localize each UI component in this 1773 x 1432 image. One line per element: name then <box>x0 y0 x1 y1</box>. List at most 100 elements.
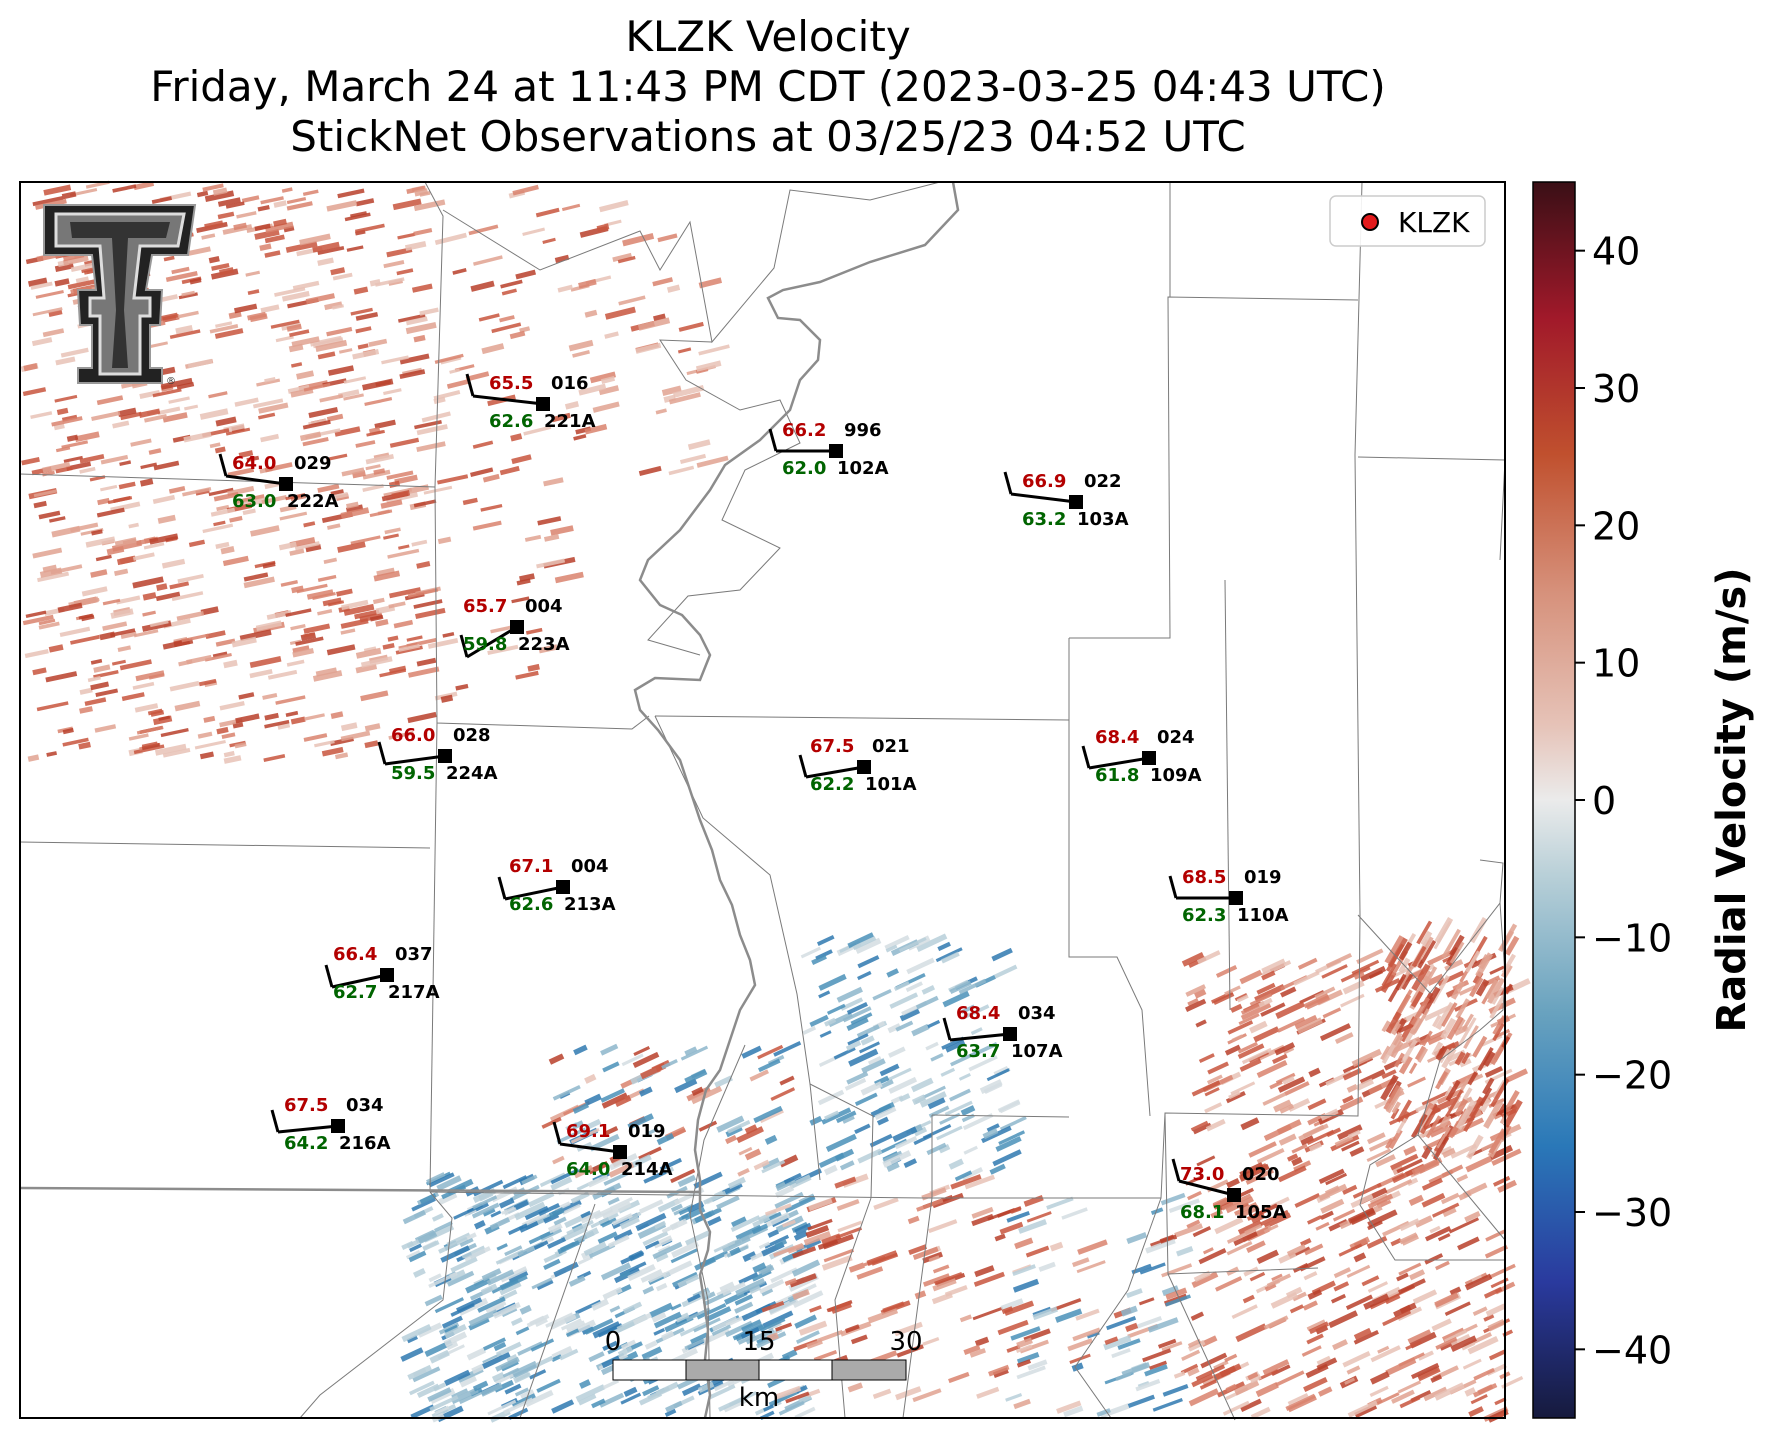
echo-gate <box>176 610 205 622</box>
echo-gate <box>860 1081 883 1096</box>
echo-gate <box>110 608 134 619</box>
echo-gate <box>449 368 460 374</box>
echo-gate <box>55 446 71 453</box>
echo-gate <box>834 1148 855 1162</box>
echo-gate <box>913 1126 928 1137</box>
echo-gate <box>286 323 302 332</box>
echo-gate <box>601 1092 629 1109</box>
echo-gate <box>617 255 636 264</box>
echo-gate <box>584 1093 602 1106</box>
echo-gate <box>675 1312 690 1323</box>
echo-gate <box>117 407 137 418</box>
echo-gate <box>869 1133 893 1148</box>
echo-gate <box>454 364 475 372</box>
echo-gate <box>573 1044 588 1056</box>
echo-gate <box>898 937 927 953</box>
echo-gate <box>229 515 243 523</box>
echo-gate <box>383 388 402 396</box>
echo-gate <box>69 188 98 197</box>
echo-gate <box>357 343 369 350</box>
echo-gate <box>604 306 636 320</box>
echo-gate <box>27 754 40 762</box>
echo-gate <box>208 255 220 264</box>
echo-gate <box>528 1191 555 1208</box>
echo-gate <box>584 423 608 435</box>
echo-gate <box>380 499 403 509</box>
echo-gate <box>389 437 420 448</box>
echo-gate <box>414 188 429 197</box>
echo-gate <box>839 1160 855 1171</box>
echo-gate <box>239 629 272 642</box>
echo-gate <box>270 319 300 329</box>
echo-gate <box>66 461 92 471</box>
echo-gate <box>716 1115 745 1133</box>
echo-gate <box>490 1210 502 1218</box>
echo-gate <box>879 1063 900 1077</box>
echo-gate <box>341 599 369 610</box>
echo-gate <box>930 1053 944 1062</box>
echo-gate <box>38 621 60 630</box>
echo-gate <box>758 1241 771 1250</box>
echo-gate <box>570 1128 600 1144</box>
echo-gate <box>584 1073 597 1084</box>
echo-gate <box>846 1017 869 1031</box>
echo-gate <box>962 1113 994 1131</box>
echo-gate <box>181 290 195 297</box>
echo-gate <box>281 290 310 302</box>
echo-gate <box>214 446 226 454</box>
echo-gate <box>94 724 117 733</box>
echo-gate <box>227 467 255 478</box>
echo-gate <box>238 692 255 700</box>
echo-gate <box>317 574 337 582</box>
echo-gate <box>413 228 433 236</box>
echo-gate <box>235 713 260 724</box>
echo-gate <box>332 304 344 310</box>
echo-gate <box>223 659 238 669</box>
echo-gate <box>243 576 275 589</box>
echo-gate <box>215 638 236 647</box>
echo-gate <box>510 433 523 442</box>
echo-gate <box>575 426 592 435</box>
echo-gate <box>326 413 344 422</box>
echo-gate <box>187 246 211 256</box>
echo-gate <box>280 580 298 587</box>
echo-gate <box>642 1231 669 1247</box>
echo-gate <box>375 619 389 627</box>
echo-gate <box>872 988 892 1001</box>
echo-gate <box>133 629 159 638</box>
echo-gate <box>48 309 63 317</box>
echo-gate <box>602 1061 620 1073</box>
echo-gate <box>536 1279 554 1291</box>
echo-gate <box>440 694 454 703</box>
echo-gate <box>406 185 426 194</box>
echo-gate <box>407 1364 432 1381</box>
echo-gate <box>963 1145 978 1155</box>
echo-gate <box>573 433 587 441</box>
echo-gate <box>174 700 201 712</box>
echo-gate <box>247 289 260 296</box>
echo-gate <box>824 1017 837 1027</box>
echo-gate <box>225 427 251 436</box>
echo-gate <box>149 620 169 628</box>
echo-gate <box>273 218 287 227</box>
echo-gate <box>201 233 216 240</box>
echo-gate <box>993 964 1018 979</box>
echo-gate <box>350 535 381 545</box>
echo-gate <box>241 195 260 203</box>
echo-gate <box>139 478 154 487</box>
echo-gate <box>55 466 73 474</box>
echo-gate <box>411 1197 436 1212</box>
echo-gate <box>171 591 204 602</box>
echo-gate <box>228 310 242 320</box>
echo-gate <box>171 266 190 275</box>
echo-gate <box>986 1123 1000 1133</box>
echo-gate <box>249 656 282 669</box>
echo-gate <box>148 673 165 680</box>
echo-gate <box>604 1126 619 1136</box>
echo-gate <box>632 1051 660 1068</box>
echo-gate <box>366 429 385 437</box>
echo-gate <box>919 1091 947 1108</box>
echo-gate <box>847 932 875 949</box>
echo-gate <box>250 525 280 537</box>
